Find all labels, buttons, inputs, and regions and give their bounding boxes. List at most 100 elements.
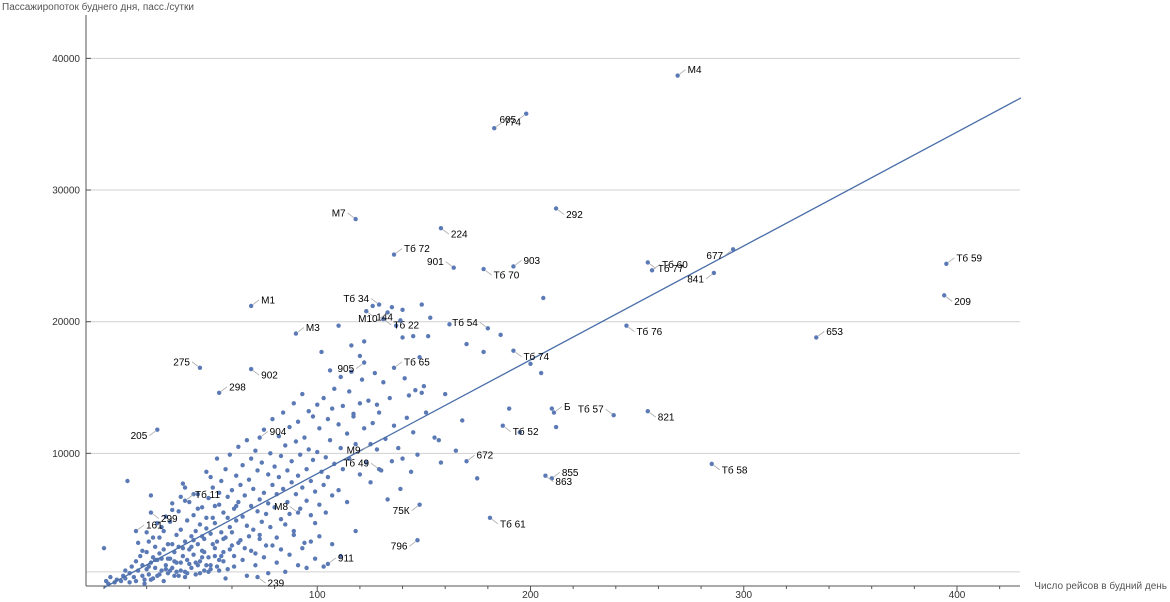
- data-point: [300, 485, 305, 490]
- data-point: [436, 437, 442, 443]
- data-point: [180, 553, 186, 559]
- data-point: [178, 527, 183, 532]
- data-point: [227, 547, 233, 552]
- label-leader: [496, 121, 503, 127]
- point-label: 299: [161, 514, 178, 525]
- data-point: [263, 511, 269, 517]
- data-point: [312, 556, 318, 561]
- data-point: [285, 499, 290, 505]
- data-point: [321, 395, 326, 401]
- data-point: [152, 565, 158, 571]
- data-point: [214, 456, 220, 461]
- data-point: [174, 532, 179, 538]
- y-tick-label: 30000: [52, 186, 80, 197]
- labeled-point: [549, 476, 555, 481]
- data-point: [425, 333, 431, 339]
- labeled-point: [551, 410, 557, 415]
- labeled-point: [361, 360, 367, 365]
- data-point: [248, 456, 254, 461]
- label-leader: [649, 263, 657, 269]
- labeled-point: [487, 515, 493, 521]
- data-point: [167, 568, 173, 573]
- x-axis-title: Число рейсов в будний день: [1034, 580, 1167, 592]
- labeled-point: [325, 561, 331, 567]
- data-point: [257, 497, 262, 502]
- data-point: [221, 559, 226, 564]
- label-leader: [479, 321, 487, 328]
- data-point: [133, 578, 139, 584]
- data-point: [263, 543, 269, 548]
- data-point: [406, 393, 412, 398]
- label-leader: [411, 505, 418, 512]
- data-point: [195, 563, 201, 568]
- y-tick-label: 20000: [52, 317, 80, 328]
- data-point: [157, 572, 162, 577]
- data-point: [142, 581, 147, 586]
- data-point: [266, 472, 271, 477]
- labeled-point: [543, 473, 548, 478]
- data-point: [389, 305, 395, 310]
- data-point: [387, 395, 392, 401]
- label-leader: [515, 351, 522, 357]
- data-point: [251, 486, 256, 492]
- label-leader: [504, 426, 512, 433]
- label-leader: [261, 431, 268, 437]
- label-leader: [705, 274, 713, 280]
- data-point: [227, 452, 233, 457]
- labeled-point: [481, 266, 486, 272]
- x-tick-label: 400: [949, 590, 966, 601]
- axis-ticks: 10000 20000 30000 40000 100 200 300 400: [52, 54, 1001, 601]
- label-leader: [186, 494, 194, 500]
- data-point: [393, 323, 399, 328]
- data-point: [221, 549, 226, 555]
- data-point: [193, 528, 198, 534]
- data-point: [312, 489, 318, 494]
- point-label: Тб 34: [343, 293, 369, 305]
- label-leader: [649, 412, 657, 418]
- data-point: [317, 534, 322, 539]
- data-point: [327, 437, 333, 443]
- data-point: [312, 520, 318, 526]
- data-point: [443, 391, 448, 397]
- data-point: [184, 557, 190, 563]
- data-point: [287, 511, 292, 517]
- data-point: [398, 486, 403, 492]
- point-label: 903: [523, 256, 540, 267]
- data-point: [255, 468, 260, 473]
- data-point: [163, 514, 169, 519]
- data-point: [357, 472, 363, 477]
- data-point: [202, 549, 207, 555]
- point-label: 677: [706, 251, 723, 262]
- label-leader: [252, 370, 260, 376]
- x-tick-label: 300: [735, 590, 752, 601]
- label-leader: [491, 519, 499, 525]
- data-point: [270, 482, 275, 488]
- data-point: [278, 547, 284, 552]
- data-point: [234, 503, 239, 509]
- data-point: [125, 478, 130, 484]
- point-label: 672: [477, 451, 494, 462]
- labeled-point: [524, 111, 529, 116]
- data-point: [293, 439, 299, 444]
- data-point: [216, 568, 222, 573]
- point-label: М10: [358, 314, 378, 325]
- data-point: [423, 410, 429, 415]
- labeled-point: [248, 366, 254, 372]
- label-leader: [191, 361, 199, 367]
- data-point: [329, 406, 335, 411]
- data-point: [108, 574, 113, 580]
- data-point: [306, 447, 311, 452]
- data-point: [225, 515, 230, 521]
- data-point: [227, 524, 233, 530]
- data-point: [131, 574, 137, 580]
- data-point: [150, 535, 156, 540]
- point-label: 911: [338, 553, 354, 564]
- label-leader: [355, 363, 363, 369]
- data-point: [417, 355, 422, 360]
- point-label: М7: [332, 209, 346, 220]
- data-point: [236, 540, 241, 546]
- data-point: [374, 402, 380, 407]
- data-point: [197, 559, 203, 564]
- data-point: [366, 398, 371, 403]
